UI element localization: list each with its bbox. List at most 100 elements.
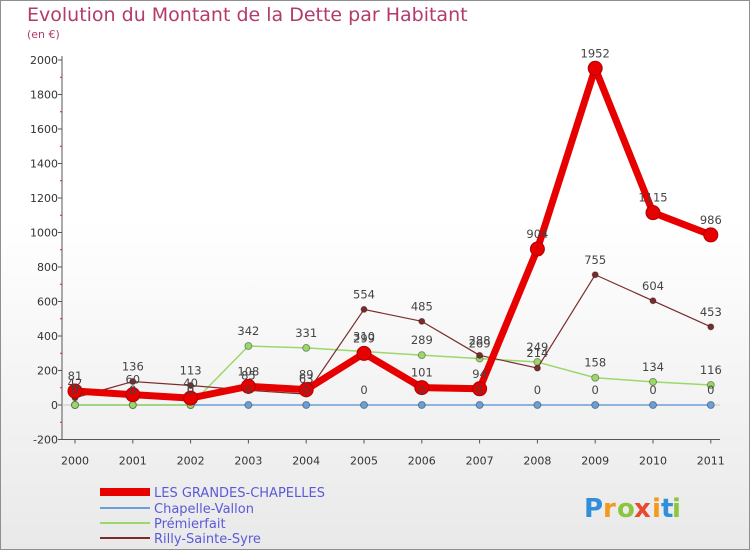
data-label: 136 <box>122 360 144 374</box>
data-point <box>240 378 256 394</box>
data-label: 0 <box>418 383 425 397</box>
data-label: 0 <box>360 383 367 397</box>
data-point <box>475 401 484 409</box>
data-label: 101 <box>411 366 433 380</box>
y-tick-label: 600 <box>37 296 58 309</box>
data-label: 269 <box>469 337 491 351</box>
y-tick-label: 1200 <box>30 192 58 205</box>
data-point <box>533 364 541 372</box>
y-tick-label: 200 <box>37 365 58 378</box>
data-label: 214 <box>526 346 548 360</box>
x-tick-label: 2009 <box>581 455 609 468</box>
data-point <box>360 401 368 409</box>
data-label: 0 <box>534 383 541 397</box>
data-label: 755 <box>584 253 606 267</box>
y-tick-label: 800 <box>37 261 58 274</box>
x-tick-label: 2011 <box>697 455 725 468</box>
logo-letter: i <box>652 494 661 524</box>
data-label: 342 <box>237 324 259 338</box>
data-point <box>591 373 600 382</box>
data-label: 81 <box>68 369 83 383</box>
data-label: 0 <box>71 383 78 397</box>
data-point <box>356 345 372 361</box>
data-point <box>298 382 314 398</box>
x-tick-label: 2005 <box>350 455 378 468</box>
data-label: 288 <box>469 333 491 347</box>
series-layer <box>67 60 719 409</box>
legend-label: Prémierfait <box>154 517 226 532</box>
x-tick-label: 2010 <box>639 455 667 468</box>
data-point <box>183 390 199 406</box>
data-label: 63 <box>299 372 314 386</box>
series-line <box>71 64 715 402</box>
series-line <box>74 274 712 399</box>
chart-title: Evolution du Montant de la Dette par Hab… <box>27 4 468 26</box>
data-point <box>125 387 141 403</box>
data-label: 0 <box>187 383 194 397</box>
data-label: 0 <box>71 383 78 397</box>
data-point <box>706 380 715 389</box>
data-point <box>707 323 715 331</box>
data-point <box>187 382 195 390</box>
data-label: 0 <box>187 383 194 397</box>
data-label: 249 <box>526 340 548 354</box>
x-tick-label: 2001 <box>119 455 147 468</box>
data-label: 158 <box>584 356 606 370</box>
y-tick-label: 1800 <box>30 89 58 102</box>
data-label: 904 <box>526 227 548 241</box>
data-point <box>417 351 426 360</box>
y-tick-label: 1600 <box>30 123 58 136</box>
x-tick-label: 2002 <box>177 455 205 468</box>
data-label: 0 <box>303 383 310 397</box>
x-tick-label: 2006 <box>408 455 436 468</box>
x-tick-label: 2000 <box>61 455 89 468</box>
data-point <box>71 401 79 409</box>
data-label: 0 <box>129 383 136 397</box>
data-point <box>649 297 657 305</box>
data-point <box>591 271 599 279</box>
logo-letter: P <box>584 494 603 524</box>
y-tick-label: 1400 <box>30 158 58 171</box>
data-point <box>244 342 253 351</box>
data-label: 0 <box>129 383 136 397</box>
data-label: 453 <box>700 305 722 319</box>
data-label: 0 <box>649 383 656 397</box>
y-tick-label: 0 <box>51 399 58 412</box>
data-point <box>533 401 542 409</box>
data-point <box>417 401 426 409</box>
data-label: 89 <box>299 368 314 382</box>
legend: LES GRANDES-CHAPELLESChapelle-VallonPrém… <box>100 486 325 547</box>
data-point <box>418 317 426 325</box>
data-label: 40 <box>183 376 198 390</box>
logo-letter: r <box>603 494 616 524</box>
data-label: 331 <box>295 326 317 340</box>
logo-letter: t <box>661 494 673 524</box>
data-point <box>649 401 657 409</box>
data-label: 485 <box>411 299 433 313</box>
data-point <box>302 401 311 409</box>
logo-letter: x <box>634 494 651 524</box>
data-label: 0 <box>592 383 599 397</box>
data-label: 108 <box>237 364 259 378</box>
y-tick-label: 400 <box>37 330 58 343</box>
data-point <box>476 351 484 359</box>
data-label: 1115 <box>638 191 667 205</box>
data-point <box>649 377 657 386</box>
data-label: 1952 <box>581 46 610 60</box>
data-label: 986 <box>700 213 722 227</box>
data-label: 134 <box>642 360 664 374</box>
x-tick-label: 2003 <box>234 455 262 468</box>
data-point <box>67 383 83 399</box>
logo-letter: o <box>617 494 635 524</box>
data-label: 0 <box>707 383 714 397</box>
data-point <box>128 401 137 409</box>
series-line <box>74 345 712 406</box>
data-point <box>472 381 488 397</box>
data-point <box>129 378 137 386</box>
data-label: 310 <box>353 330 375 344</box>
data-label: 116 <box>700 363 722 377</box>
data-label: 60 <box>125 373 140 387</box>
